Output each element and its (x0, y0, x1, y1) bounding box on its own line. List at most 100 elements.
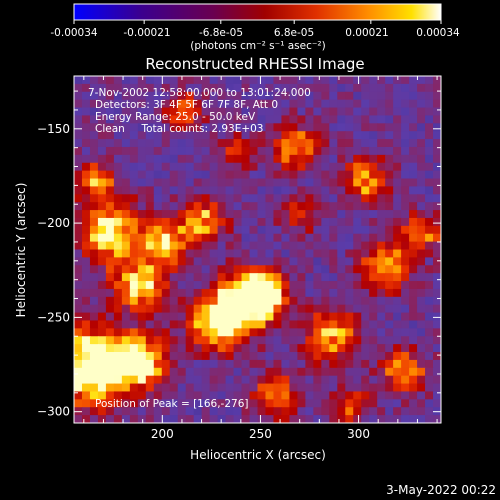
heatmap-cell (265, 407, 275, 416)
heatmap-cell (193, 281, 203, 290)
heatmap-cell (233, 320, 243, 329)
heatmap-cell (393, 233, 402, 243)
heatmap-cell (425, 115, 434, 124)
x-tick-label: 250 (249, 427, 272, 441)
heatmap-cell (137, 170, 147, 180)
heatmap-cell (369, 139, 378, 148)
heatmap-cell (217, 336, 227, 345)
heatmap-cell (201, 296, 211, 306)
heatmap-cell (225, 194, 235, 203)
heatmap-cell (305, 415, 314, 423)
heatmap-cell (217, 115, 227, 124)
heatmap-cell (161, 217, 171, 227)
heatmap-cell (225, 281, 235, 290)
heatmap-cell (425, 107, 434, 117)
heatmap-cell (385, 257, 394, 266)
heatmap-cell (129, 375, 139, 385)
heatmap-cell (193, 288, 203, 298)
heatmap-cell (385, 273, 394, 282)
heatmap-cell (233, 76, 243, 85)
heatmap-cell (385, 336, 394, 345)
heatmap-cell (329, 107, 338, 117)
heatmap-cell (353, 162, 362, 172)
heatmap-cell (281, 336, 291, 345)
heatmap-cell (121, 383, 131, 393)
heatmap-cell (74, 99, 83, 109)
heatmap-cell (369, 367, 378, 377)
heatmap-cell (297, 115, 306, 124)
heatmap-cell (417, 146, 426, 156)
heatmap-cell (249, 131, 259, 140)
heatmap-cell (313, 375, 322, 385)
heatmap-cell (345, 91, 354, 101)
heatmap-cell (177, 320, 187, 329)
heatmap-cell (417, 210, 426, 219)
heatmap-cell (337, 344, 346, 353)
heatmap-cell (281, 359, 291, 369)
heatmap-cell (305, 265, 314, 274)
heatmap-cell (97, 383, 107, 393)
heatmap-cell (369, 115, 378, 124)
heatmap-cell (209, 273, 219, 282)
heatmap-cell (393, 186, 402, 195)
heatmap-cell (361, 99, 370, 109)
heatmap-cell (337, 194, 346, 203)
heatmap-cell (345, 352, 354, 361)
heatmap-cell (97, 233, 107, 243)
heatmap-cell (313, 91, 322, 101)
heatmap-cell (361, 115, 370, 124)
heatmap-cell (401, 107, 410, 117)
heatmap-cell (297, 304, 306, 314)
heatmap-cell (385, 304, 394, 314)
heatmap-cell (377, 217, 386, 227)
heatmap-cell (233, 304, 243, 314)
heatmap-cell (97, 91, 107, 101)
heatmap-cell (201, 225, 211, 235)
heatmap-cell (105, 344, 115, 353)
heatmap-cell (177, 249, 187, 258)
heatmap-cell (321, 194, 330, 203)
heatmap-cell (281, 328, 291, 337)
heatmap-cell (305, 123, 314, 132)
heatmap-cell (329, 328, 338, 337)
heatmap-cell (273, 399, 283, 408)
colorbar-ticks (73, 20, 442, 24)
heatmap-cell (169, 359, 179, 369)
heatmap-cell (145, 407, 155, 416)
heatmap-cell (385, 296, 394, 306)
heatmap-cell (337, 146, 346, 156)
heatmap-cell (385, 162, 394, 172)
heatmap-cell (257, 249, 267, 258)
heatmap-cell (337, 367, 346, 377)
heatmap-cell (97, 186, 107, 195)
heatmap-cell (297, 257, 306, 266)
heatmap-cell (105, 257, 115, 266)
heatmap-cell (153, 131, 163, 140)
heatmap-cell (385, 154, 394, 164)
heatmap-cell (329, 186, 338, 195)
heatmap-cell (257, 415, 267, 423)
heatmap-cell (233, 312, 243, 322)
heatmap-cell (337, 265, 346, 274)
heatmap-cell (433, 399, 441, 408)
heatmap-cell (401, 170, 410, 180)
heatmap-cell (74, 415, 83, 423)
heatmap-cell (313, 162, 322, 172)
heatmap-cell (425, 241, 434, 251)
heatmap-cell (113, 328, 123, 337)
heatmap-cell (361, 352, 370, 361)
heatmap-cell (169, 76, 179, 85)
heatmap-cell (337, 178, 346, 188)
heatmap-cell (209, 146, 219, 156)
heatmap-cell (137, 202, 147, 211)
heatmap-cell (265, 186, 275, 195)
heatmap-cell (385, 99, 394, 109)
heatmap-cell (217, 367, 227, 377)
heatmap-cell (193, 352, 203, 361)
heatmap-cell (345, 249, 354, 258)
heatmap-cell (121, 186, 131, 195)
heatmap-cell (185, 352, 195, 361)
heatmap-cell (265, 296, 275, 306)
heatmap-cell (281, 344, 291, 353)
heatmap-cell (113, 91, 123, 101)
